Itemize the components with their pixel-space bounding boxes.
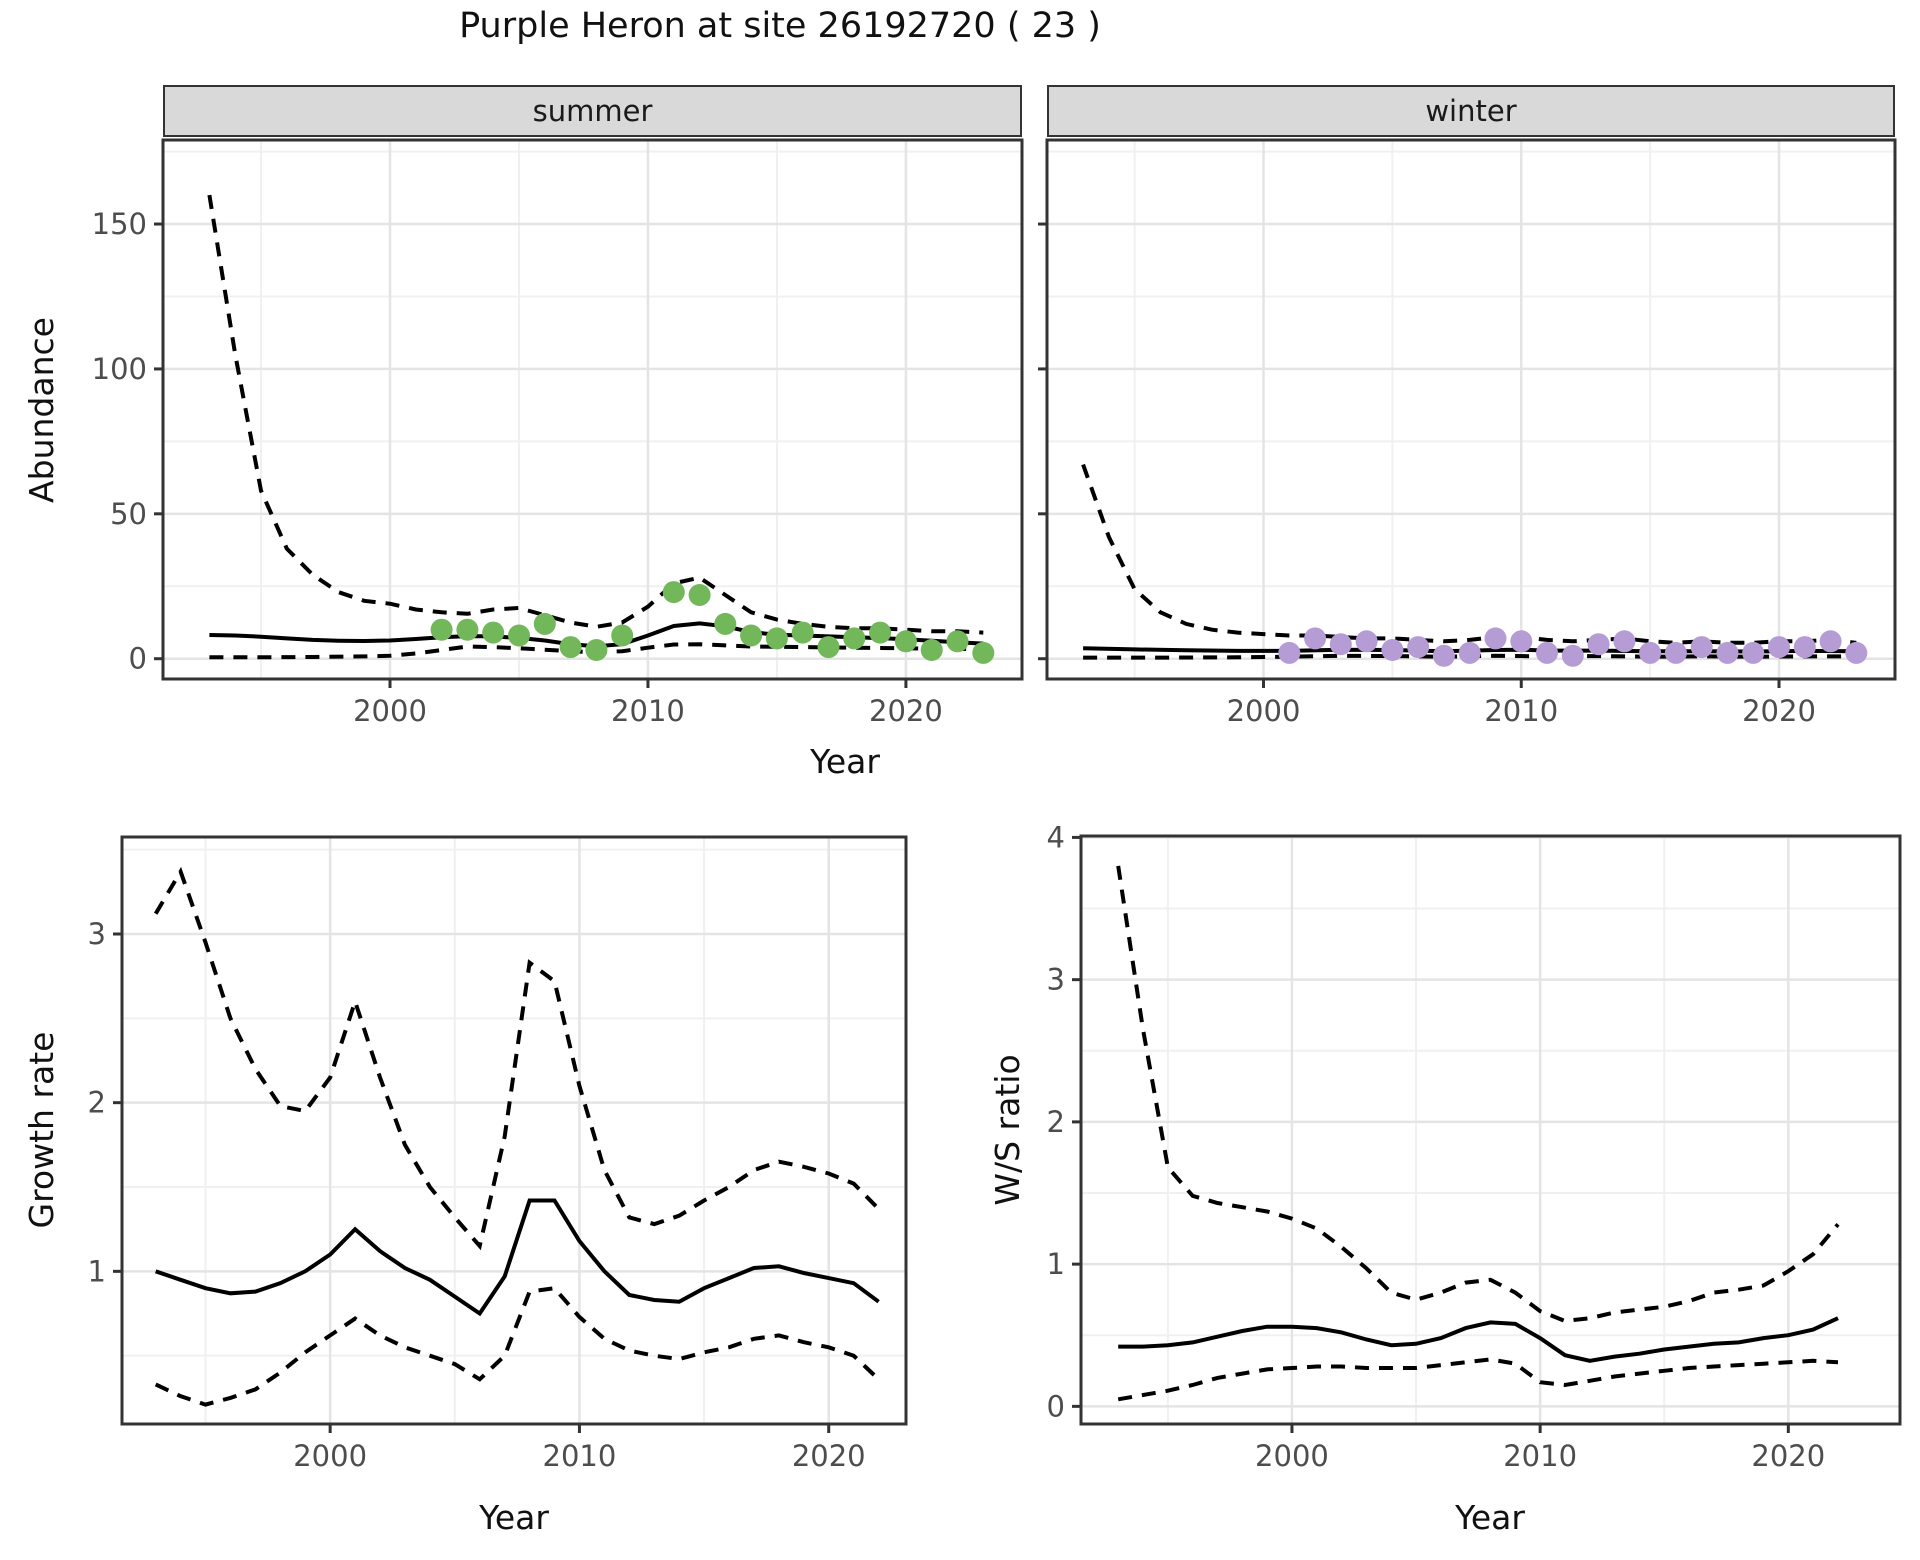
x-tick-label: 2000 <box>353 694 427 728</box>
x-tick-label: 2020 <box>869 694 943 728</box>
x-tick-label: 2020 <box>792 1439 866 1473</box>
abundance-summer-observed-point <box>869 621 892 644</box>
facet-strip-summer: summer <box>163 85 1022 137</box>
abundance-winter-observed-point <box>1536 641 1558 664</box>
y-tick-label: 4 <box>1047 820 1065 854</box>
abundance-summer-observed-point <box>482 621 505 644</box>
abundance-winter-observed-point <box>1587 633 1610 656</box>
abundance-summer-observed-point <box>533 612 556 635</box>
facet-strip-summer-label: summer <box>532 94 653 128</box>
abundance-winter-observed-point <box>1613 630 1636 653</box>
abundance-winter-observed-point <box>1355 630 1378 653</box>
abundance-winter-observed-point <box>1561 644 1584 667</box>
abundance-summer-observed-point <box>456 618 479 641</box>
abundance-winter-observed-point <box>1793 636 1816 659</box>
abundance-summer-observed-point <box>817 636 840 659</box>
abundance-winter-observed-point <box>1742 641 1765 664</box>
ws-ratio-upper_ci-line <box>1116 865 1840 1324</box>
y-tick-label: 0 <box>129 642 147 676</box>
abundance-winter-observed-point <box>1639 641 1662 664</box>
abundance-summer-observed-point <box>765 627 788 650</box>
page-title: Purple Heron at site 26192720 ( 23 ) <box>459 6 1101 46</box>
abundance-summer-observed-point <box>585 639 608 661</box>
x-tick-label: 2010 <box>611 694 685 728</box>
y-tick-label: 1 <box>1047 1247 1065 1281</box>
y-tick-label: 100 <box>92 352 147 386</box>
x-tick-label: 2010 <box>543 1439 617 1473</box>
abundance-summer-observed-point <box>740 624 763 647</box>
abundance-winter-observed-point <box>1278 641 1301 664</box>
y-tick-label: 0 <box>1047 1389 1065 1423</box>
abundance-winter-panel: 2000 2010 2020 <box>1038 138 1897 728</box>
y-tick-label: 50 <box>110 497 147 531</box>
abundance-summer-observed-point <box>843 627 866 650</box>
growth-rate-estimate-line <box>155 1198 880 1317</box>
ws-ratio-estimate-line <box>1118 1316 1839 1363</box>
abundance-winter-observed-point <box>1432 644 1455 667</box>
abundance-summer-observed-point <box>508 624 530 647</box>
abundance-winter-observed-point <box>1845 641 1868 664</box>
x-tick-label: 2000 <box>293 1439 367 1473</box>
abundance-summer-observed-point <box>611 624 634 647</box>
abundance-summer-observed-point <box>688 584 711 606</box>
y-tick-label: 2 <box>88 1086 106 1120</box>
abundance-winter-observed-point <box>1690 636 1713 659</box>
abundance-summer-observed-point <box>920 639 943 661</box>
abundance-summer-observed-point <box>972 641 995 664</box>
abundance-winter-observed-point <box>1716 641 1739 664</box>
ws-ratio-lower_ci-line <box>1117 1357 1839 1402</box>
abundance-summer-observed-point <box>714 612 737 635</box>
abundance-winter-observed-point <box>1304 627 1327 650</box>
abundance-summer-observed-point <box>430 618 453 641</box>
abundance-winter-upper_ci-line <box>1081 463 1857 645</box>
x-tick-label: 2020 <box>1751 1439 1825 1473</box>
growth-rate-lower_ci-line <box>154 1286 880 1407</box>
y-tick-label: 1 <box>88 1254 106 1288</box>
abundance-winter-observed-point <box>1381 639 1404 661</box>
abundance-summer-observed-point <box>946 630 969 653</box>
abundance-winter-observed-point <box>1329 633 1352 656</box>
x-tick-label: 2010 <box>1503 1439 1577 1473</box>
growth-rate-upper_ci-line <box>153 866 881 1251</box>
facet-strip-winter-label: winter <box>1425 94 1517 128</box>
y-tick-label: 2 <box>1047 1105 1065 1139</box>
y-tick-label: 3 <box>1047 963 1065 997</box>
x-tick-label: 2010 <box>1484 694 1558 728</box>
abundance-winter-observed-point <box>1484 627 1507 650</box>
x-tick-label: 2020 <box>1742 694 1816 728</box>
x-tick-label: 2000 <box>1227 694 1301 728</box>
facet-strip-winter: winter <box>1047 85 1895 137</box>
abundance-summer-observed-point <box>559 636 582 659</box>
abundance-summer-observed-point <box>791 621 814 644</box>
x-axis-title-top: Year <box>810 742 880 781</box>
y-tick-label: 3 <box>88 917 106 951</box>
abundance-winter-observed-point <box>1819 630 1842 653</box>
abundance-summer-panel: 2000 2010 2020 0 50 100 150 <box>92 138 1024 728</box>
abundance-winter-observed-point <box>1664 641 1687 664</box>
abundance-winter-observed-point <box>1407 636 1430 659</box>
x-tick-label: 2000 <box>1255 1439 1329 1473</box>
abundance-winter-observed-point <box>1510 630 1533 653</box>
abundance-winter-observed-point <box>1458 641 1481 664</box>
abundance-summer-observed-point <box>662 581 685 604</box>
abundance-summer-lower_ci-line <box>209 642 984 660</box>
abundance-summer-observed-point <box>894 630 917 653</box>
ws-ratio-panel: 2000 2010 2020 0 1 2 3 4 <box>1047 820 1902 1473</box>
x-axis-title-growth-rate: Year <box>479 1498 549 1537</box>
y-tick-label: 150 <box>92 207 147 241</box>
x-axis-title-ws-ratio: Year <box>1455 1498 1525 1537</box>
growth-rate-panel: 2000 2010 2020 1 2 3 <box>88 835 908 1473</box>
abundance-winter-observed-point <box>1768 636 1790 659</box>
